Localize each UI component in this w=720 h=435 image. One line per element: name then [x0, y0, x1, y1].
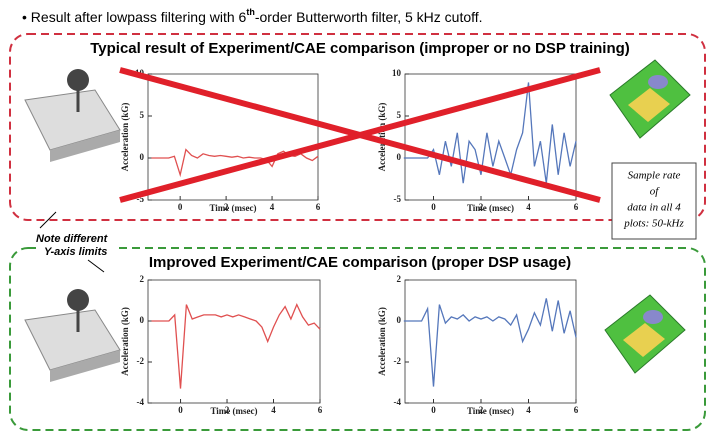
sample-note: data in all 4: [627, 202, 681, 214]
y-tick-label: 0: [140, 315, 145, 325]
bottom-title: Improved Experiment/CAE comparison (prop…: [149, 254, 571, 271]
plot-frame: [404, 279, 577, 404]
x-tick-label: 6: [318, 405, 323, 415]
arrow: [39, 211, 57, 229]
y-tick-label: -2: [394, 356, 402, 366]
y-tick-label: 5: [140, 110, 145, 120]
x-tick-label: 2: [479, 405, 484, 415]
superscript: th: [246, 7, 255, 17]
axis-note: Y-axis limits: [44, 246, 107, 258]
plot-frame: [147, 73, 319, 201]
x-axis-label: Time (msec): [467, 203, 514, 213]
y-tick-label: -5: [394, 194, 402, 204]
phone-image: [609, 59, 691, 139]
x-tick-label: 0: [178, 405, 183, 415]
x-tick-label: 2: [479, 202, 484, 212]
plot-frame: [147, 279, 321, 404]
x-tick-label: 6: [574, 202, 579, 212]
x-tick-label: 4: [270, 202, 275, 212]
x-tick-label: 0: [178, 202, 183, 212]
y-tick-label: 0: [397, 315, 402, 325]
x-axis-label: Time (msec): [209, 203, 256, 213]
x-tick-label: 6: [316, 202, 321, 212]
y-axis-label: Acceleration (kG): [377, 307, 387, 376]
x-tick-label: 2: [224, 202, 229, 212]
sample-box: [611, 162, 697, 240]
plot-frame: [404, 73, 577, 201]
x-tick-label: 0: [431, 405, 436, 415]
y-tick-label: 0: [397, 152, 402, 162]
note-bg: [38, 229, 116, 257]
series-line: [151, 302, 321, 389]
phone-image: [604, 294, 686, 374]
sample-note: Sample rate: [628, 170, 681, 182]
x-tick-label: 2: [225, 405, 230, 415]
series-line: [403, 298, 577, 387]
bullet: • Result after lowpass filtering with 6t…: [22, 7, 483, 24]
y-axis-label: Acceleration (kG): [120, 307, 130, 376]
top-box: [9, 33, 706, 221]
y-tick-label: 10: [392, 68, 402, 78]
charts: -5 0 5 10 0 2 4 6 Time (msec) Acceleration (kG) -5…: [120, 68, 579, 416]
y-axis-label: Acceleration (kG): [377, 103, 387, 172]
y-axis-label: Acceleration (kG): [120, 103, 130, 172]
y-tick-label: 5: [397, 110, 402, 120]
y-tick-label: -4: [137, 397, 145, 407]
cross-out: [119, 67, 601, 203]
axis-note: Note different: [36, 233, 109, 245]
bottom-box: [9, 247, 706, 431]
y-tick-label: -5: [137, 194, 145, 204]
arrow: [87, 259, 105, 273]
x-tick-label: 4: [526, 202, 531, 212]
x-tick-label: 0: [431, 202, 436, 212]
x-axis-label: Time (msec): [210, 406, 257, 416]
sample-note: of: [650, 186, 661, 198]
sample-note: plots: 50-kHz: [623, 218, 684, 230]
bullet-text: Result after lowpass filtering with 6: [31, 9, 247, 25]
y-tick-label: 2: [140, 274, 145, 284]
x-tick-label: 4: [526, 405, 531, 415]
device-image: [24, 289, 121, 382]
top-title: Typical result of Experiment/CAE compari…: [90, 40, 630, 57]
x-tick-label: 6: [574, 405, 579, 415]
y-tick-label: -2: [137, 356, 145, 366]
bullet-dot: •: [22, 9, 31, 25]
y-tick-label: 0: [140, 152, 145, 162]
x-axis-label: Time (msec): [467, 406, 514, 416]
device-image: [24, 69, 121, 162]
y-tick-label: -4: [394, 397, 402, 407]
bullet-text: -order Butterworth filter, 5 kHz cutoff.: [255, 9, 483, 25]
series-line: [403, 82, 577, 184]
y-tick-label: 2: [397, 274, 402, 284]
x-tick-label: 4: [271, 405, 276, 415]
